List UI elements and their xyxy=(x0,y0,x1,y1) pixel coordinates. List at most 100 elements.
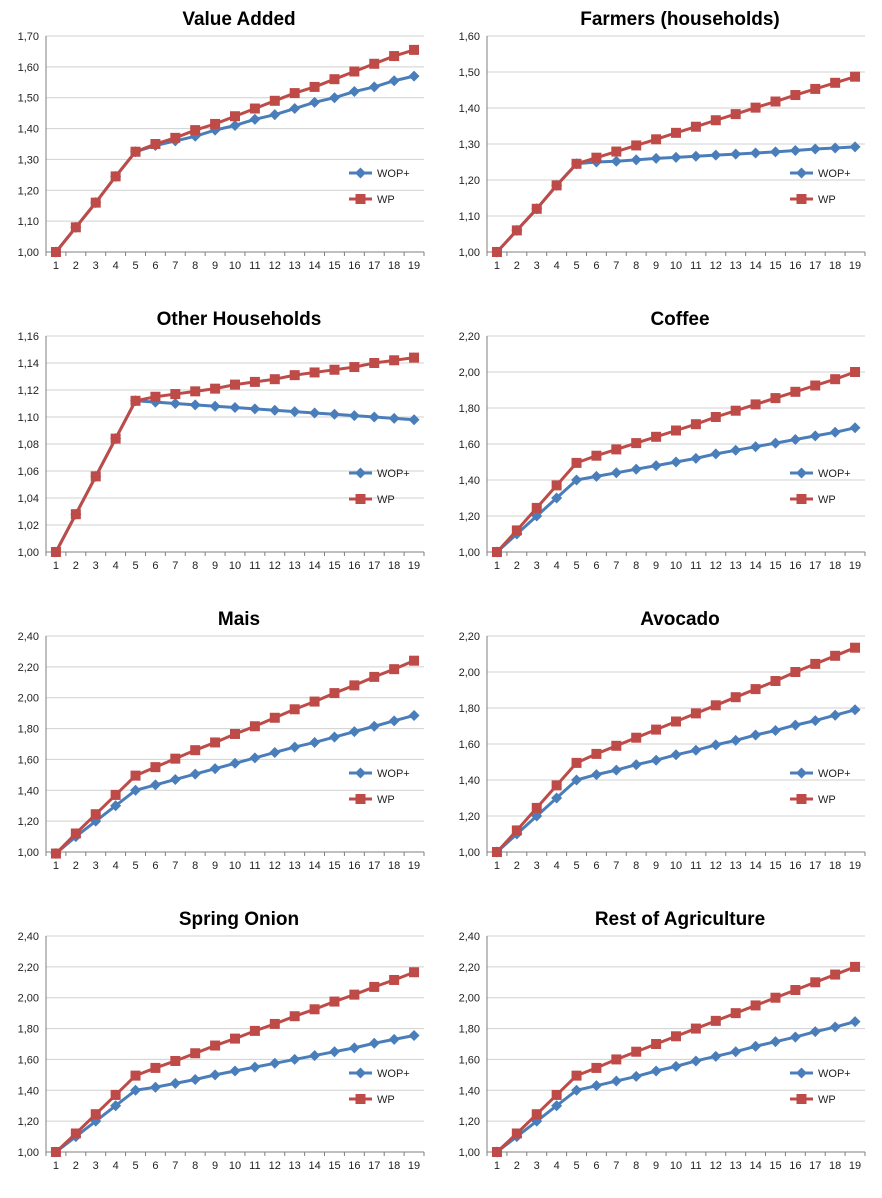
x-tick-label: 1 xyxy=(494,260,500,272)
data-point-wp xyxy=(750,399,761,410)
data-point-wp xyxy=(531,802,542,813)
data-point-wp xyxy=(830,969,841,980)
data-point-wp xyxy=(170,389,181,400)
data-point-wop xyxy=(328,92,340,104)
y-tick-label: 2,20 xyxy=(18,662,39,674)
data-point-wp xyxy=(170,753,181,764)
y-tick-label: 1,00 xyxy=(18,847,39,859)
y-tick-label: 2,40 xyxy=(18,631,39,643)
x-tick-label: 19 xyxy=(849,1160,861,1172)
legend-label-wp: WP xyxy=(818,194,836,206)
data-point-wop xyxy=(149,1081,161,1093)
data-point-wp xyxy=(50,848,61,859)
data-point-wp xyxy=(651,134,662,145)
legend-marker-wop xyxy=(795,767,808,779)
data-point-wp xyxy=(50,1147,61,1157)
y-tick-label: 1,80 xyxy=(18,1024,39,1036)
data-point-wop xyxy=(710,739,722,751)
y-tick-label: 1,00 xyxy=(459,847,480,859)
data-point-wp xyxy=(249,721,260,732)
data-point-wp xyxy=(631,1046,642,1057)
data-point-wop xyxy=(269,1057,281,1069)
data-point-wop xyxy=(209,1069,221,1081)
x-tick-label: 13 xyxy=(289,560,301,572)
x-tick-label: 11 xyxy=(690,260,701,272)
data-point-wp xyxy=(551,1089,562,1100)
x-tick-label: 13 xyxy=(730,1160,742,1172)
data-point-wp xyxy=(690,419,701,430)
y-tick-label: 1,60 xyxy=(18,62,39,74)
data-point-wp xyxy=(551,480,562,491)
x-tick-label: 14 xyxy=(308,560,320,572)
x-tick-label: 17 xyxy=(368,860,380,872)
x-tick-label: 2 xyxy=(514,1160,520,1172)
data-point-wop xyxy=(229,402,241,414)
data-point-wp xyxy=(491,247,502,257)
x-tick-label: 10 xyxy=(670,860,682,872)
data-point-wop xyxy=(531,510,543,522)
x-tick-label: 3 xyxy=(93,860,99,872)
data-point-wp xyxy=(349,989,360,1000)
data-point-wop xyxy=(348,86,360,98)
chart-title: Mais xyxy=(218,609,260,630)
data-point-wop xyxy=(670,456,682,468)
data-point-wp xyxy=(210,118,221,129)
data-point-wp xyxy=(329,74,340,85)
data-point-wop xyxy=(309,96,321,108)
data-point-wp xyxy=(591,152,602,163)
data-point-wp xyxy=(70,828,81,839)
data-point-wp xyxy=(730,692,741,703)
data-point-wp xyxy=(269,1018,280,1029)
y-tick-label: 1,60 xyxy=(18,1054,39,1066)
x-tick-label: 7 xyxy=(172,1160,178,1172)
x-tick-label: 1 xyxy=(494,560,500,572)
data-point-wp xyxy=(70,509,81,520)
x-tick-label: 16 xyxy=(789,560,801,572)
y-tick-label: 1,60 xyxy=(18,754,39,766)
legend-label-wp: WP xyxy=(377,494,395,506)
x-tick-label: 17 xyxy=(368,560,380,572)
data-point-wop xyxy=(710,448,722,460)
x-tick-label: 8 xyxy=(633,860,639,872)
data-point-wp xyxy=(389,355,400,366)
y-tick-label: 1,16 xyxy=(18,331,39,343)
data-point-wp xyxy=(409,352,420,363)
x-tick-label: 8 xyxy=(633,560,639,572)
data-point-wop xyxy=(289,103,301,115)
data-point-wp xyxy=(249,376,260,387)
chart-other-households: Other Households 1,00 1,02 1,04 1,06 1,08 1,10… xyxy=(0,300,441,598)
x-tick-label: 15 xyxy=(769,560,781,572)
data-point-wp xyxy=(511,1128,522,1139)
data-point-wp xyxy=(491,847,502,857)
series-wp xyxy=(50,352,420,557)
data-point-wp xyxy=(369,671,380,682)
data-point-wp xyxy=(790,386,801,397)
series-line-wop xyxy=(495,708,856,854)
data-point-wop xyxy=(388,715,400,727)
data-point-wp xyxy=(369,981,380,992)
legend-label-wop: WOP+ xyxy=(377,468,410,480)
x-tick-label: 2 xyxy=(514,560,520,572)
data-point-wop xyxy=(750,147,762,159)
data-point-wp xyxy=(190,125,201,136)
series-wp xyxy=(50,655,420,859)
data-point-wop xyxy=(571,774,583,786)
legend-marker-wp xyxy=(796,494,807,504)
x-tick-label: 18 xyxy=(829,260,841,272)
data-point-wop xyxy=(348,410,360,422)
y-tick-label: 1,10 xyxy=(18,412,39,424)
data-point-wop xyxy=(189,1073,201,1085)
data-point-wp xyxy=(790,90,801,101)
y-tick-label: 2,00 xyxy=(459,667,480,679)
chart-title: Avocado xyxy=(640,609,720,630)
data-point-wp xyxy=(269,374,280,385)
x-tick-label: 9 xyxy=(212,560,218,572)
x-tick-label: 6 xyxy=(593,1160,599,1172)
x-tick-label: 17 xyxy=(809,560,821,572)
data-point-wp xyxy=(571,1070,582,1081)
legend-label-wop: WOP+ xyxy=(818,1068,851,1080)
data-point-wop xyxy=(849,1016,861,1028)
legend-label-wp: WP xyxy=(377,794,395,806)
x-tick-label: 2 xyxy=(73,560,79,572)
